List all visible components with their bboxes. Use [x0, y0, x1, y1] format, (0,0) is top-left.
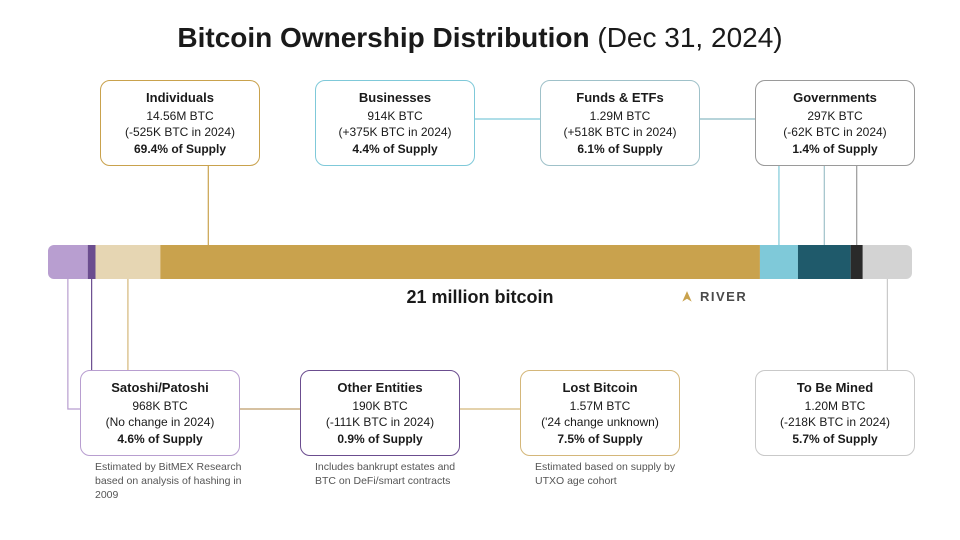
chart-title: Bitcoin Ownership Distribution (Dec 31, …: [0, 0, 960, 54]
card-amount: 190K BTC: [311, 398, 449, 414]
brand-icon: [680, 290, 694, 304]
card-supply: 4.4% of Supply: [326, 141, 464, 157]
card-amount: 297K BTC: [766, 108, 904, 124]
card-change: (No change in 2024): [91, 414, 229, 430]
card-change: (+518K BTC in 2024): [551, 124, 689, 140]
card-amount: 968K BTC: [91, 398, 229, 414]
card-supply: 4.6% of Supply: [91, 431, 229, 447]
card-title: Lost Bitcoin: [531, 379, 669, 397]
card-change: ('24 change unknown): [531, 414, 669, 430]
card-amount: 1.20M BTC: [766, 398, 904, 414]
title-main: Bitcoin Ownership Distribution: [177, 22, 589, 53]
card-title: Individuals: [111, 89, 249, 107]
card-funds: Funds & ETFs1.29M BTC(+518K BTC in 2024)…: [540, 80, 700, 166]
card-supply: 69.4% of Supply: [111, 141, 249, 157]
card-supply: 6.1% of Supply: [551, 141, 689, 157]
card-individuals: Individuals14.56M BTC(-525K BTC in 2024)…: [100, 80, 260, 166]
card-other: Other Entities190K BTC(-111K BTC in 2024…: [300, 370, 460, 456]
card-change: (-111K BTC in 2024): [311, 414, 449, 430]
card-governments: Governments297K BTC(-62K BTC in 2024)1.4…: [755, 80, 915, 166]
footnote-lost: Estimated based on supply by UTXO age co…: [535, 460, 685, 488]
card-title: Satoshi/Patoshi: [91, 379, 229, 397]
card-title: Funds & ETFs: [551, 89, 689, 107]
card-amount: 14.56M BTC: [111, 108, 249, 124]
footnote-satoshi: Estimated by BitMEX Research based on an…: [95, 460, 245, 503]
card-supply: 7.5% of Supply: [531, 431, 669, 447]
card-amount: 1.29M BTC: [551, 108, 689, 124]
card-amount: 914K BTC: [326, 108, 464, 124]
card-title: Businesses: [326, 89, 464, 107]
card-change: (-62K BTC in 2024): [766, 124, 904, 140]
footnote-other: Includes bankrupt estates and BTC on DeF…: [315, 460, 465, 488]
card-title: To Be Mined: [766, 379, 904, 397]
card-amount: 1.57M BTC: [531, 398, 669, 414]
card-supply: 5.7% of Supply: [766, 431, 904, 447]
bar-total-label: 21 million bitcoin: [330, 287, 630, 308]
card-tobemined: To Be Mined1.20M BTC(-218K BTC in 2024)5…: [755, 370, 915, 456]
card-supply: 0.9% of Supply: [311, 431, 449, 447]
card-change: (-218K BTC in 2024): [766, 414, 904, 430]
brand-logo: RIVER: [680, 289, 747, 304]
card-change: (+375K BTC in 2024): [326, 124, 464, 140]
card-title: Governments: [766, 89, 904, 107]
card-satoshi: Satoshi/Patoshi968K BTC(No change in 202…: [80, 370, 240, 456]
brand-text: RIVER: [700, 289, 747, 304]
card-lost: Lost Bitcoin1.57M BTC('24 change unknown…: [520, 370, 680, 456]
title-sub: (Dec 31, 2024): [597, 22, 782, 53]
card-businesses: Businesses914K BTC(+375K BTC in 2024)4.4…: [315, 80, 475, 166]
card-supply: 1.4% of Supply: [766, 141, 904, 157]
card-title: Other Entities: [311, 379, 449, 397]
card-change: (-525K BTC in 2024): [111, 124, 249, 140]
